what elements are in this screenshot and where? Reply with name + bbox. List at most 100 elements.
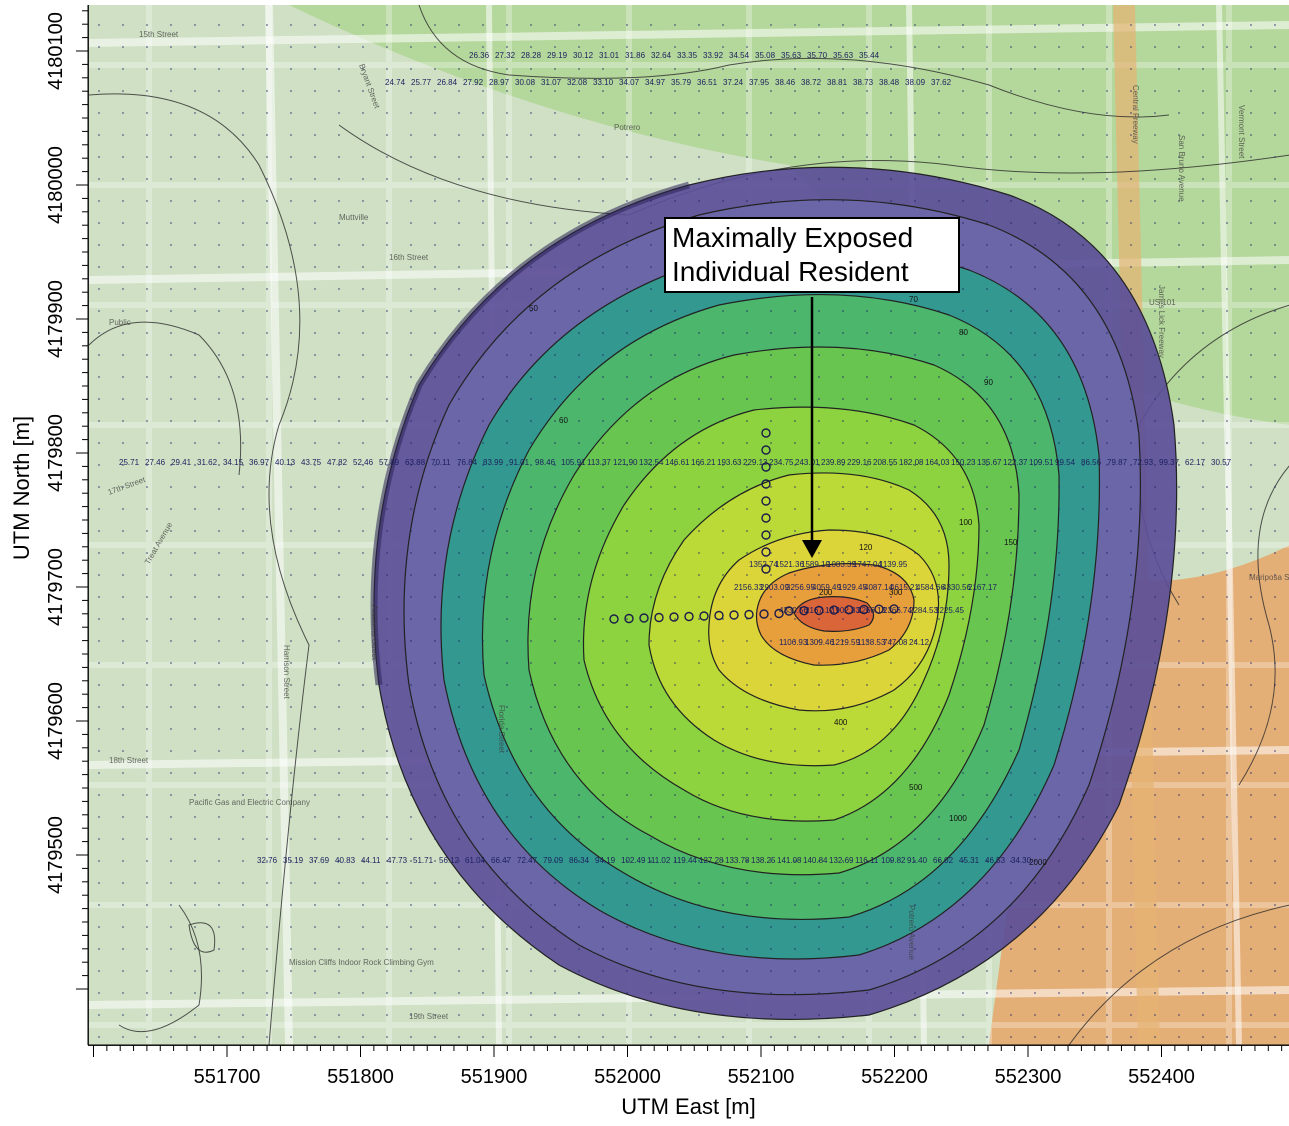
receptor-dot [362,574,364,576]
receptor-dot [818,442,820,444]
receptor-dot [338,244,340,246]
receptor-dot [914,200,916,202]
receptor-dot [818,68,820,70]
receptor-dot [1010,486,1012,488]
receptor-dot [482,376,484,378]
receptor-dot [242,552,244,554]
receptor-dot [794,464,796,466]
receptor-dot [218,508,220,510]
receptor-dot [626,508,628,510]
receptor-dot [98,486,100,488]
receptor-dot [290,442,292,444]
receptor-dot [1058,376,1060,378]
receptor-dot [530,464,532,466]
receptor-dot [1226,112,1228,114]
receptor-dot [770,46,772,48]
receptor-dot [410,508,412,510]
receptor-dot [1202,310,1204,312]
receptor-dot [1250,508,1252,510]
receptor-dot [1034,310,1036,312]
receptor-dot [1130,442,1132,444]
receptor-dot [914,376,916,378]
contour-map-svg: 26.36 27.32 28.28 29.19 30.12 31.01 31.86 32.64… [89,5,1289,1045]
receptor-dot [1106,398,1108,400]
receptor-dot [1202,486,1204,488]
receptor-dot [218,420,220,422]
receptor-dot [602,288,604,290]
receptor-dot [914,596,916,598]
receptor-dot [1154,552,1156,554]
receptor-dot [1274,376,1276,378]
receptor-dot [1034,442,1036,444]
receptor-dot [410,68,412,70]
receptor-dot [698,486,700,488]
receptor-dot [122,24,124,26]
receptor-dot [770,24,772,26]
receptor-dot [1082,398,1084,400]
receptor-dot [650,530,652,532]
receptor-dot [794,530,796,532]
contour-line [1068,904,1289,1045]
receptor-dot [122,508,124,510]
receptor-dot [650,134,652,136]
receptor-dot [650,310,652,312]
receptor-dot [338,530,340,532]
receptor-dot [98,244,100,246]
receptor-dot [770,442,772,444]
receptor-dot [1034,398,1036,400]
receptor-dot [626,134,628,136]
receptor-dot [914,332,916,334]
receptor-dot [842,398,844,400]
receptor-dot [1178,288,1180,290]
receptor-dot [1250,420,1252,422]
receptor-dot [1130,596,1132,598]
receptor-dot [266,200,268,202]
receptor-dot [386,376,388,378]
receptor-dot [1250,178,1252,180]
receptor-dot [578,464,580,466]
receptor-dot [986,244,988,246]
receptor-dot [266,46,268,48]
receptor-dot [914,552,916,554]
receptor-dot [770,508,772,510]
receptor-dot [866,420,868,422]
receptor-dot [962,464,964,466]
receptor-dot [914,24,916,26]
receptor-dot [1202,24,1204,26]
receptor-dot [122,398,124,400]
receptor-dot [1226,530,1228,532]
receptor-dot [386,420,388,422]
receptor-dot [434,112,436,114]
receptor-dot [362,376,364,378]
receptor-dot [938,552,940,554]
receptor-dot [1250,552,1252,554]
receptor-dot [194,112,196,114]
receptor-dot [146,200,148,202]
receptor-dot [986,156,988,158]
receptor-dot [194,156,196,158]
receptor-dot [1058,420,1060,422]
receptor-dot [986,90,988,92]
receptor-dot [1106,574,1108,576]
receptor-dot [194,398,196,400]
receptor-dot [434,288,436,290]
receptor-dot [482,464,484,466]
receptor-dot [746,398,748,400]
receptor-dot [722,90,724,92]
receptor-dot [626,288,628,290]
receptor-dot [818,530,820,532]
receptor-dot [482,222,484,224]
receptor-dot [626,310,628,312]
receptor-dot [722,464,724,466]
receptor-dot [626,200,628,202]
receptor-dot [458,376,460,378]
receptor-dot [914,398,916,400]
receptor-dot [842,24,844,26]
receptor-dot [98,508,100,510]
receptor-dot [1274,178,1276,180]
receptor-dot [722,200,724,202]
receptor-dot [146,354,148,356]
receptor-dot [218,354,220,356]
receptor-dot [266,508,268,510]
receptor-dot [674,464,676,466]
